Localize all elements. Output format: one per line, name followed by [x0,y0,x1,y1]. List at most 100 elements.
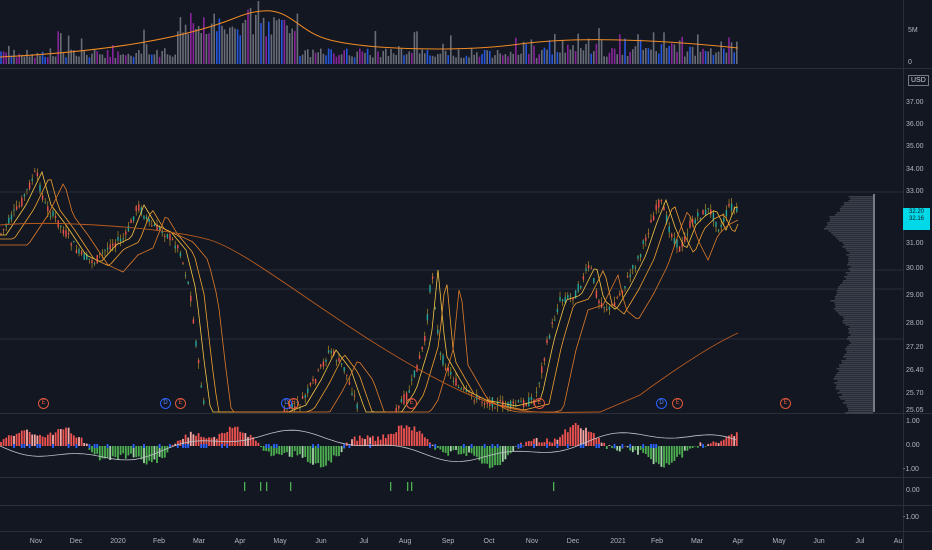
earnings-event-marker[interactable]: E [175,398,186,409]
candle-body [15,206,18,210]
volume-bar [525,44,527,64]
earnings-event-marker[interactable]: E [534,398,545,409]
volume-profile-bar [846,250,873,252]
volume-bar [125,55,127,64]
oscillator-bar [553,438,556,446]
volume-bar [166,54,169,64]
candle-body [138,204,140,211]
candle-body [691,218,694,224]
volume-bar [122,54,124,64]
price-tick: 26.40 [906,367,924,374]
oscillator-bar [665,446,668,464]
volume-bar [283,19,286,65]
volume-bar [96,51,98,64]
candle-body [647,233,650,235]
candle-body [457,386,460,388]
candle-body [465,389,468,392]
volume-bar [156,49,158,64]
oscillator-bar [676,446,678,457]
currency-badge[interactable]: USD [908,75,929,86]
candle-body [725,210,728,217]
oscillator-bar [655,446,658,463]
oscillator-state-cell [39,444,41,448]
volume-bar [405,54,408,64]
candle-body [611,303,613,306]
volume-bar [668,45,670,64]
time-label: Jun [315,538,327,545]
candle-body [678,246,681,252]
oscillator-bar [132,446,135,458]
volume-bar [593,51,595,64]
oscillator-bar [418,430,421,446]
candle-body [426,314,429,321]
volume-bar [340,54,343,64]
earnings-event-marker[interactable]: E [288,398,299,409]
dividend-event-marker[interactable]: D [160,398,171,409]
candle-body [145,216,148,220]
volume-bar [31,54,33,64]
volume-profile-bar [830,300,873,302]
candle-body [634,267,637,269]
volume-bar [697,34,699,64]
candle-body [431,276,434,279]
volume-bar [236,29,239,65]
volume-profile-bar [841,360,873,362]
candle-body [707,207,709,209]
oscillator-state-cell [226,444,229,448]
oscillator-state-cell [621,444,624,448]
candle-body [637,256,639,259]
candle-body [481,401,483,403]
volume-bar [710,48,712,64]
candle-body [192,319,195,324]
time-label: 2021 [610,538,626,545]
earnings-event-marker[interactable]: E [406,398,417,409]
oscillator-bar [340,446,343,453]
oscillator-bar [98,446,101,461]
oscillator-bar [104,446,106,459]
volume-bar [112,45,114,64]
volume-bar [522,41,525,64]
volume-profile-bar [848,196,873,198]
oscillator-bar [41,436,44,446]
volume-profile-bar [839,396,873,398]
oscillator-bar [421,433,424,446]
oscillator-state-cell [184,444,187,448]
oscillator-bar [735,432,738,446]
volume-bar [450,35,452,64]
volume-bar [343,50,345,64]
oscillator-bar [148,446,151,461]
earnings-event-marker[interactable]: E [780,398,791,409]
oscillator-state-cell [88,444,91,448]
oscillator-bar [39,434,41,446]
oscillator-bar [358,435,361,446]
time-label: 2020 [110,538,126,545]
earnings-event-marker[interactable]: E [38,398,49,409]
volume-bar [39,55,41,64]
oscillator-bar [93,446,96,455]
volume-bar [686,51,689,64]
oscillator-state-cell [496,444,499,448]
oscillator-state-cell [169,444,171,448]
oscillator-bar [644,446,647,454]
oscillator-bar [197,433,200,446]
volume-bar [169,55,171,64]
oscillator-bar [416,431,418,446]
candle-body [52,210,54,217]
candle-body [309,382,312,386]
chart-canvas[interactable] [0,0,903,531]
volume-profile-bar [848,408,873,410]
oscillator-bar [304,446,307,457]
volume-profile-bar [837,392,873,394]
volume-bar [408,51,410,64]
volume-bar [153,54,156,64]
oscillator-tick: -1.00 [903,466,919,473]
candle-body [283,408,286,412]
candle-body [398,405,400,409]
volume-profile-bar [835,386,873,388]
volume-bar [606,56,608,64]
volume-profile-axis [873,194,875,412]
dividend-event-marker[interactable]: D [656,398,667,409]
earnings-event-marker[interactable]: E [672,398,683,409]
candle-body [652,215,655,221]
oscillator-bar [33,434,36,446]
